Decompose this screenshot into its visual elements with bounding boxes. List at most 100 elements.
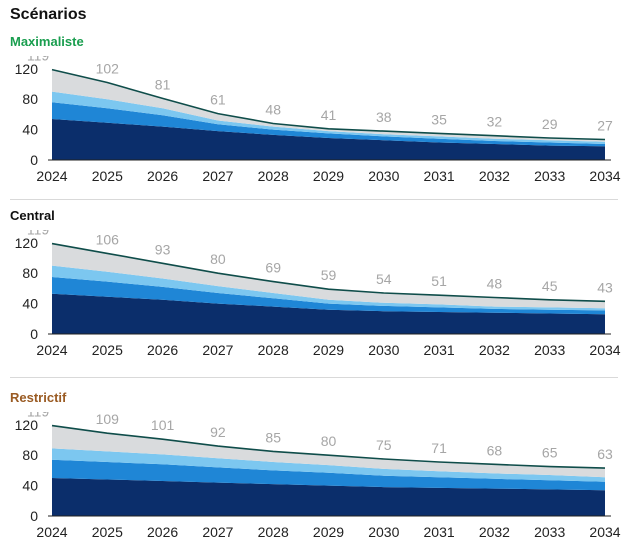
panel-title-central: Central bbox=[10, 208, 55, 223]
area-chart-maximaliste: 0 40 80 120 2024 2025 2026 2027 2028 2029 2030 2031… bbox=[15, 56, 621, 184]
total-value-label: 81 bbox=[155, 76, 171, 92]
y-tick-label: 80 bbox=[22, 265, 38, 281]
total-value-label: 68 bbox=[487, 442, 503, 458]
total-value-label: 38 bbox=[376, 109, 392, 125]
x-tick-label: 2032 bbox=[479, 342, 510, 358]
y-tick-label: 40 bbox=[22, 296, 38, 312]
total-value-label: 43 bbox=[597, 279, 613, 295]
total-value-label: 71 bbox=[431, 440, 447, 456]
x-tick-label: 2024 bbox=[36, 168, 67, 184]
x-tick-label: 2028 bbox=[258, 168, 289, 184]
x-tick-label: 2034 bbox=[589, 524, 620, 540]
total-value-label: 119 bbox=[27, 230, 50, 238]
total-value-label: 92 bbox=[210, 424, 226, 440]
x-tick-label: 2031 bbox=[424, 168, 455, 184]
x-tick-label: 2033 bbox=[534, 342, 565, 358]
x-tick-label: 2025 bbox=[92, 524, 123, 540]
total-value-label: 69 bbox=[265, 260, 281, 276]
x-tick-label: 2034 bbox=[589, 168, 620, 184]
total-line bbox=[51, 424, 606, 469]
y-tick-label: 80 bbox=[22, 91, 38, 107]
y-tick-label: 0 bbox=[30, 152, 38, 168]
total-value-label: 80 bbox=[210, 251, 226, 267]
x-tick-label: 2028 bbox=[258, 524, 289, 540]
panel-divider bbox=[10, 199, 618, 200]
total-value-label: 93 bbox=[155, 241, 171, 257]
total-value-label: 101 bbox=[151, 417, 175, 433]
x-tick-label: 2029 bbox=[313, 342, 344, 358]
x-tick-label: 2031 bbox=[424, 524, 455, 540]
y-tick-label: 120 bbox=[15, 417, 39, 433]
panel-title-restrictif: Restrictif bbox=[10, 390, 67, 405]
y-tick-label: 0 bbox=[30, 326, 38, 342]
total-value-label: 65 bbox=[542, 445, 558, 461]
x-tick-label: 2032 bbox=[479, 524, 510, 540]
x-tick-label: 2034 bbox=[589, 342, 620, 358]
y-tick-label: 40 bbox=[22, 478, 38, 494]
x-tick-label: 2031 bbox=[424, 342, 455, 358]
total-value-label: 48 bbox=[487, 276, 503, 292]
total-value-label: 41 bbox=[321, 107, 337, 123]
x-tick-label: 2024 bbox=[36, 524, 67, 540]
total-line bbox=[51, 242, 606, 303]
x-tick-label: 2032 bbox=[479, 168, 510, 184]
total-value-label: 75 bbox=[376, 437, 392, 453]
area-series-4 bbox=[52, 425, 605, 478]
area-chart-central: 0 40 80 120 2024 2025 2026 2027 2028 2029 2030 2031… bbox=[15, 230, 621, 358]
x-tick-label: 2025 bbox=[92, 168, 123, 184]
total-value-label: 29 bbox=[542, 116, 558, 132]
area-series-2 bbox=[52, 277, 605, 315]
x-tick-label: 2030 bbox=[368, 168, 399, 184]
x-tick-label: 2029 bbox=[313, 524, 344, 540]
area-chart-restrictif: 0 40 80 120 2024 2025 2026 2027 2028 2029 2030 2031… bbox=[15, 412, 621, 540]
area-series-4 bbox=[52, 243, 605, 309]
page-title: Scénarios bbox=[10, 6, 87, 23]
total-value-label: 59 bbox=[321, 267, 337, 283]
total-value-label: 109 bbox=[96, 412, 120, 427]
total-value-label: 45 bbox=[542, 278, 558, 294]
x-tick-label: 2024 bbox=[36, 342, 67, 358]
x-tick-label: 2025 bbox=[92, 342, 123, 358]
total-value-label: 106 bbox=[96, 231, 120, 247]
panel-title-maximaliste: Maximaliste bbox=[10, 34, 84, 49]
y-tick-label: 120 bbox=[15, 235, 39, 251]
x-tick-label: 2027 bbox=[202, 168, 233, 184]
total-value-label: 80 bbox=[321, 433, 337, 449]
y-tick-label: 80 bbox=[22, 447, 38, 463]
total-value-label: 48 bbox=[265, 102, 281, 118]
x-tick-label: 2030 bbox=[368, 524, 399, 540]
area-series-4 bbox=[52, 69, 605, 142]
area-series-2 bbox=[52, 102, 605, 147]
x-tick-label: 2026 bbox=[147, 524, 178, 540]
x-tick-label: 2030 bbox=[368, 342, 399, 358]
total-value-label: 51 bbox=[431, 273, 447, 289]
total-value-label: 119 bbox=[27, 412, 50, 420]
total-value-label: 119 bbox=[27, 56, 50, 64]
area-series-3 bbox=[52, 265, 605, 311]
total-value-label: 85 bbox=[265, 429, 281, 445]
x-tick-label: 2033 bbox=[534, 168, 565, 184]
x-tick-label: 2026 bbox=[147, 342, 178, 358]
total-value-label: 102 bbox=[96, 60, 120, 76]
panel-divider bbox=[10, 377, 618, 378]
total-value-label: 54 bbox=[376, 271, 392, 287]
total-value-label: 27 bbox=[597, 117, 613, 133]
x-tick-label: 2027 bbox=[202, 524, 233, 540]
y-tick-label: 120 bbox=[15, 61, 39, 77]
total-value-label: 35 bbox=[431, 111, 447, 127]
area-series-1 bbox=[52, 478, 605, 516]
x-tick-label: 2029 bbox=[313, 168, 344, 184]
area-series-1 bbox=[52, 119, 605, 160]
total-value-label: 32 bbox=[487, 114, 503, 130]
total-value-label: 61 bbox=[210, 92, 226, 108]
y-tick-label: 40 bbox=[22, 122, 38, 138]
area-series-3 bbox=[52, 448, 605, 482]
x-tick-label: 2026 bbox=[147, 168, 178, 184]
x-tick-label: 2028 bbox=[258, 342, 289, 358]
total-value-label: 63 bbox=[597, 446, 613, 462]
y-tick-label: 0 bbox=[30, 508, 38, 524]
area-series-2 bbox=[52, 459, 605, 491]
x-tick-label: 2027 bbox=[202, 342, 233, 358]
total-line bbox=[51, 68, 606, 141]
